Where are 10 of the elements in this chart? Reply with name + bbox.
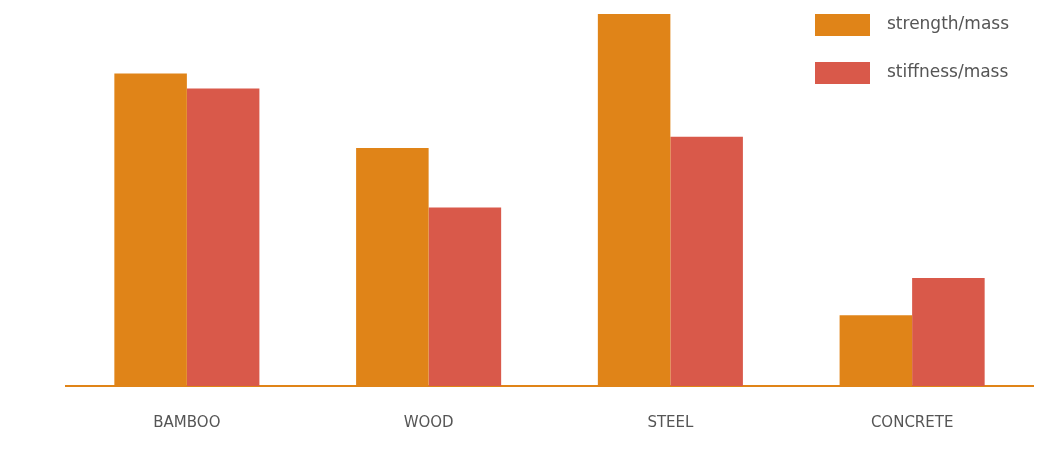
bar bbox=[670, 136, 743, 386]
bar bbox=[912, 278, 985, 386]
x-tick-label: CONCRETE bbox=[870, 412, 954, 431]
bar bbox=[186, 88, 260, 386]
x-tick-label: BAMBOO bbox=[153, 412, 221, 431]
x-tick-label: WOOD bbox=[403, 412, 454, 431]
x-tick-label: STEEL bbox=[647, 412, 695, 431]
bar bbox=[428, 207, 502, 386]
legend-label: stiffness/mass bbox=[887, 61, 1009, 82]
legend-label: strength/mass bbox=[887, 13, 1010, 34]
